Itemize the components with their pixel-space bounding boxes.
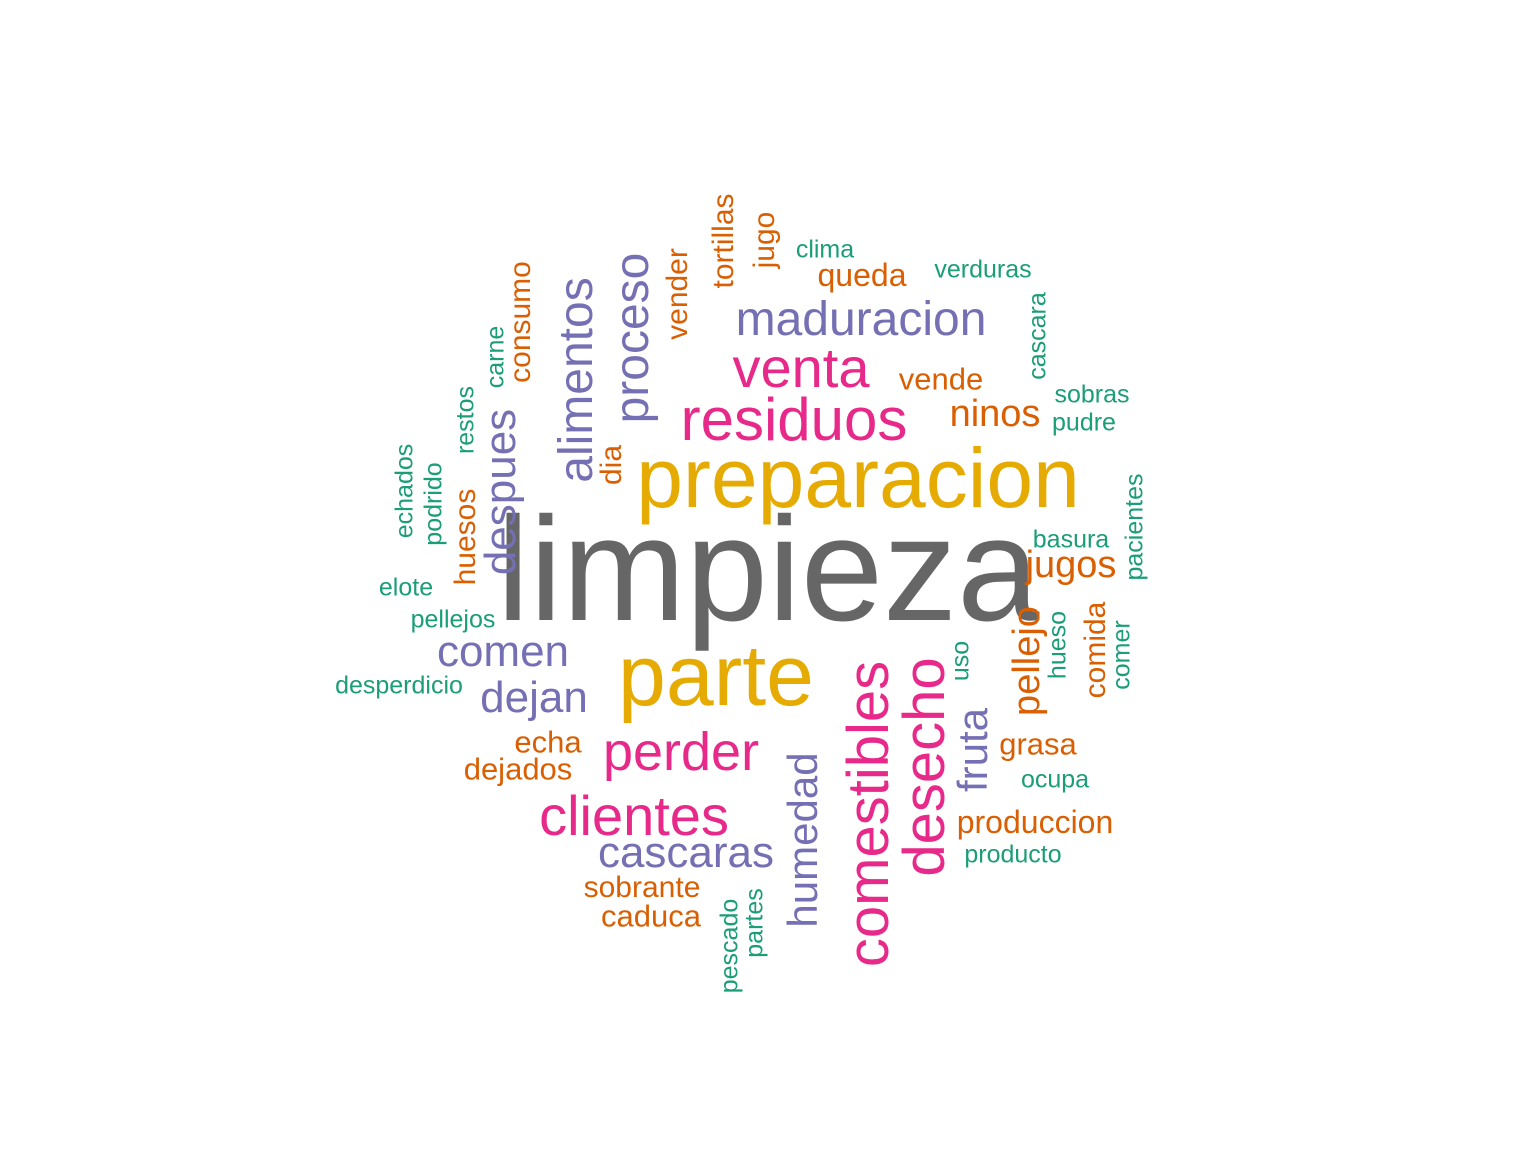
- word-alimentos: alimentos: [550, 277, 603, 483]
- word-proceso: proceso: [606, 252, 659, 424]
- word-elote: elote: [378, 573, 434, 602]
- word-cascaras: cascaras: [597, 828, 775, 877]
- word-ocupa: ocupa: [1020, 765, 1090, 794]
- word-humedad: humedad: [779, 752, 826, 928]
- word-vende: vende: [898, 361, 984, 397]
- word-podrido: podrido: [419, 462, 448, 546]
- word-desperdicio: desperdicio: [335, 671, 463, 700]
- word-dejan: dejan: [480, 673, 588, 722]
- word-basura: basura: [1032, 525, 1110, 554]
- word-sobras: sobras: [1054, 380, 1130, 409]
- word-residuos: residuos: [680, 386, 908, 453]
- word-echa: echa: [514, 724, 582, 760]
- word-comen: comen: [436, 627, 570, 676]
- word-verduras: verduras: [934, 255, 1032, 284]
- word-huesos: huesos: [449, 488, 482, 586]
- word-clima: clima: [795, 235, 855, 264]
- word-jugos: jugos: [1025, 544, 1117, 586]
- word-tortillas: tortillas: [707, 193, 740, 289]
- word-pudre: pudre: [1052, 408, 1116, 437]
- word-caduca: caduca: [601, 898, 701, 934]
- word-echados: echados: [390, 443, 419, 539]
- word-comida: comida: [1079, 601, 1112, 699]
- word-pellejo: pellejo: [1006, 606, 1048, 716]
- word-parte: parte: [617, 628, 815, 724]
- word-producto: producto: [964, 840, 1062, 869]
- word-jugo: jugo: [748, 211, 781, 269]
- word-maduracion: maduracion: [735, 293, 987, 346]
- word-dia: dia: [595, 444, 628, 486]
- word-uso: uso: [946, 640, 975, 682]
- word-restos: restos: [451, 385, 480, 455]
- word-cascara: cascara: [1023, 292, 1052, 380]
- word-comer: comer: [1107, 620, 1136, 690]
- word-pescado: pescado: [715, 898, 744, 994]
- word-vender: vender: [661, 248, 694, 340]
- word-queda: queda: [817, 257, 907, 293]
- word-clientes: clientes: [539, 784, 729, 847]
- word-hueso: hueso: [1043, 610, 1072, 680]
- word-preparacion: preparacion: [636, 431, 1080, 525]
- word-pacientes: pacientes: [1120, 473, 1149, 581]
- word-limpieza: limpieza: [496, 487, 1040, 652]
- word-grasa: grasa: [999, 726, 1077, 762]
- word-consumo: consumo: [504, 261, 537, 383]
- word-comestibles: comestibles: [836, 660, 901, 968]
- word-despues: despues: [476, 408, 525, 576]
- word-dejados: dejados: [463, 751, 573, 787]
- word-produccion: produccion: [956, 804, 1114, 840]
- word-perder: perder: [602, 722, 760, 782]
- word-venta: venta: [732, 336, 870, 399]
- word-carne: carne: [481, 325, 510, 389]
- word-sobrante: sobrante: [583, 871, 701, 904]
- word-fruta: fruta: [949, 707, 996, 793]
- word-partes: partes: [740, 888, 769, 958]
- word-ninos: ninos: [949, 393, 1041, 435]
- word-pellejos: pellejos: [410, 605, 496, 634]
- word-desecho: desecho: [892, 657, 957, 877]
